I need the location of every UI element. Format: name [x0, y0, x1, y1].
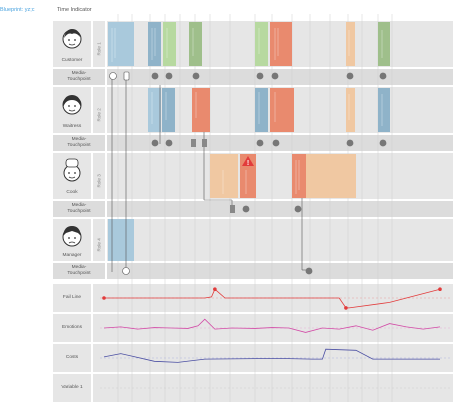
role-name-customer: Customer [61, 58, 83, 63]
activity-block [255, 88, 268, 132]
lane-manager-media [107, 263, 453, 279]
lane-cook [107, 153, 453, 199]
media-label-1: Media- Touchpoint [67, 71, 91, 82]
activity-block [270, 88, 294, 132]
cook-face-icon [63, 158, 81, 182]
lane-emotions-label [53, 314, 91, 342]
media-label-4: Media- Touchpoint [67, 265, 91, 276]
time-gridlines [117, 14, 393, 402]
activity-block [108, 22, 134, 66]
warning-icon: ! [242, 156, 254, 167]
lane-costs-label [53, 344, 91, 372]
emotions-series [103, 318, 441, 333]
fail-line-series [104, 288, 441, 309]
lane-var1-label [53, 374, 91, 402]
activity-block [210, 154, 238, 198]
fail-point [438, 287, 442, 292]
activity-block [148, 88, 161, 132]
metric-costs: Costs [65, 355, 79, 360]
waitress-face-icon [62, 95, 82, 115]
manager-face-icon [62, 226, 82, 247]
lane-manager-media-label [53, 263, 105, 279]
metric-fail-line: Fail Line [62, 295, 82, 300]
fail-point [213, 287, 217, 292]
activity-block [378, 88, 390, 132]
lane-customer-tag [93, 21, 105, 67]
speech-bubble-icon [151, 72, 387, 275]
activity-block [108, 219, 134, 261]
activity-block [378, 22, 390, 66]
activity-block [148, 22, 161, 66]
costs-series [103, 348, 440, 363]
lane-waitress-media-label [53, 135, 105, 151]
connectors [111, 78, 312, 272]
lane-customer-media [107, 69, 453, 85]
lane-cook-media [107, 201, 453, 217]
blueprint-title: Blueprint: yz;c [0, 7, 35, 13]
lane-waitress-tag [93, 87, 105, 133]
media-label-3: Media- Touchpoint [67, 203, 91, 214]
lane-manager-tag [93, 219, 105, 261]
smiley-icon [109, 72, 117, 80]
document-icon [191, 139, 235, 213]
activity-block [306, 154, 356, 198]
lane-cook-tag [93, 153, 105, 199]
activity-block [192, 88, 210, 132]
fail-point [102, 296, 106, 300]
role-name-waitress: Waitress [62, 124, 82, 129]
activity-block [346, 22, 355, 66]
fail-point [344, 306, 348, 310]
activity-block [189, 22, 202, 66]
activity-block [346, 88, 355, 132]
lane-manager [107, 219, 453, 261]
metric-variable-1: Variable 1 [61, 385, 83, 390]
phone-icon [123, 71, 130, 81]
metric-emotions: Emotions [62, 325, 82, 330]
activity-block [270, 22, 292, 66]
role-name-manager: Manager [62, 253, 82, 258]
time-indicator-title: Time Indicator [57, 7, 92, 13]
lane-fail-label [53, 284, 91, 312]
customer-face-icon [62, 29, 82, 49]
svg-text:!: ! [247, 160, 249, 167]
activity-block [163, 22, 176, 66]
activity-block [162, 88, 175, 132]
media-label-2: Media- Touchpoint [67, 137, 91, 148]
lane-cook-media-label [53, 201, 105, 217]
role-name-cook: Cook [66, 190, 78, 195]
smiley-icon [122, 267, 130, 275]
fail-line-points [102, 287, 442, 310]
lane-customer-media-label [53, 69, 105, 85]
activity-block [255, 22, 268, 66]
